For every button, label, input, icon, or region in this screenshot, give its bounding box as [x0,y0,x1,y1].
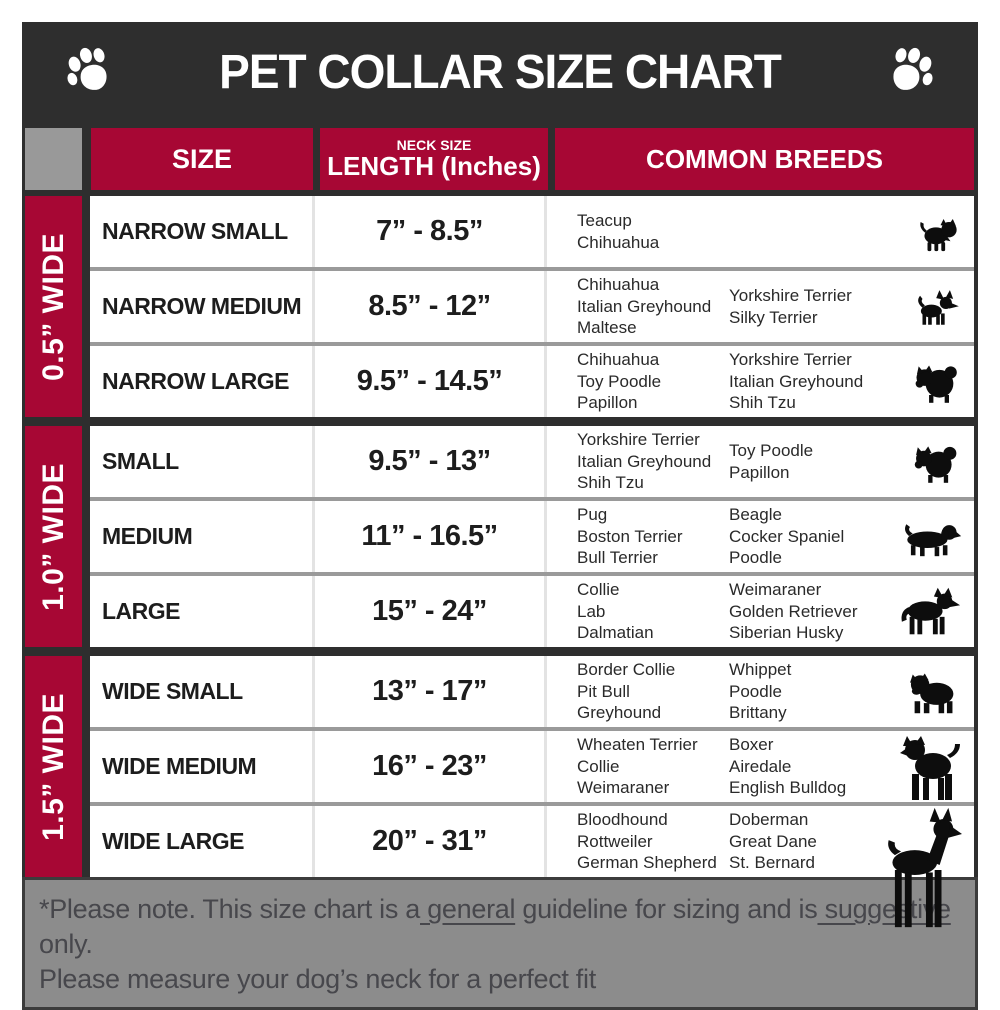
neck-range-cell: 8.5” - 12” [315,271,547,342]
breeds-cell: Collie Lab Dalmatian Weimaraner Golden R… [547,576,974,647]
table-row: NARROW LARGE 9.5” - 14.5” Chihuahua Toy … [90,342,974,417]
column-header-neck-length: NECK SIZE LENGTH (Inches) [320,128,548,190]
breeds-list: Boxer Airedale English Bulldog [729,734,847,798]
beagle-icon [900,516,962,558]
size-cell: LARGE [90,576,315,647]
neck-range-cell: 9.5” - 14.5” [315,346,547,417]
neck-range-cell: 16” - 23” [315,731,547,802]
breeds-cell: Chihuahua Italian Greyhound Maltese York… [547,271,974,342]
group-width-bar: 0.5” WIDE [25,196,82,417]
group-0-5-wide: 0.5” WIDE NARROW SMALL 7” - 8.5” Teacup … [22,196,978,417]
size-cell: WIDE LARGE [90,806,315,877]
neck-range-cell: 20” - 31” [315,806,547,877]
column-header-size: SIZE [91,128,313,190]
pitbull-icon [900,726,962,808]
group-width-bar: 1.0” WIDE [25,426,82,647]
table-row: SMALL 9.5” - 13” Yorkshire Terrier Itali… [90,426,974,497]
size-cell: NARROW MEDIUM [90,271,315,342]
table-row: WIDE SMALL 13” - 17” Border Collie Pit B… [90,656,974,727]
breeds-list: Border Collie Pit Bull Greyhound [577,659,676,723]
length-inches-label: LENGTH (Inches) [327,150,541,181]
note-line-2: Please measure your dog’s neck for a per… [39,964,596,995]
group-1-0-wide: 1.0” WIDE SMALL 9.5” - 13” Yorkshire Ter… [22,426,978,647]
pet-collar-size-chart: PET COLLAR SIZE CHART SIZE NECK SIZE LEN… [22,22,978,1010]
table-row: WIDE LARGE 20” - 31” Bloodhound Rottweil… [90,802,974,928]
breeds-cell: Bloodhound Rottweiler German Shepherd Do… [547,806,974,928]
neck-size-label: NECK SIZE [396,137,472,153]
table-body: 0.5” WIDE NARROW SMALL 7” - 8.5” Teacup … [22,196,978,928]
note-underlined-general: general [420,894,516,924]
size-cell: SMALL [90,426,315,497]
yorkie-icon [916,212,962,252]
breeds-list: Toy Poodle Papillon [729,440,814,482]
group-width-label: 1.0” WIDE [36,462,70,611]
paw-icon [67,47,107,90]
breeds-list: Teacup Chihuahua [577,210,660,252]
table-row: LARGE 15” - 24” Collie Lab Dalmatian Wei… [90,572,974,647]
pomeranian-icon [910,359,962,405]
breeds-list: Whippet Poodle Brittany [729,659,792,723]
note-segment: only. [39,894,958,960]
breeds-list: Weimaraner Golden Retriever Siberian Hus… [729,579,858,643]
doberman-icon [880,807,962,933]
breeds-list: Doberman Great Dane St. Bernard [729,809,817,873]
breeds-list: Chihuahua Italian Greyhound Maltese [577,274,712,338]
toy-poodle-icon [910,439,962,485]
paw-icon [893,47,933,90]
breeds-list: Chihuahua Toy Poodle Papillon [577,349,662,413]
table-row: MEDIUM 11” - 16.5” Pug Boston Terrier Bu… [90,497,974,572]
shepherd-icon [898,585,962,639]
size-cell: MEDIUM [90,501,315,572]
table-row: NARROW SMALL 7” - 8.5” Teacup Chihuahua [90,196,974,267]
breeds-cell: Border Collie Pit Bull Greyhound Whippet… [547,656,974,727]
page-title: PET COLLAR SIZE CHART [219,43,782,99]
breeds-list: Wheaten Terrier Collie Weimaraner [577,734,698,798]
breeds-cell: Yorkshire Terrier Italian Greyhound Shih… [547,426,974,497]
bulldog-icon [906,668,962,716]
note-segment: *Please note. This size chart is a [39,894,420,924]
breeds-cell: Teacup Chihuahua [547,196,974,267]
breeds-list: Collie Lab Dalmatian [577,579,654,643]
neck-range-cell: 7” - 8.5” [315,196,547,267]
breeds-list: Yorkshire Terrier Italian Greyhound Shih… [577,429,712,493]
size-cell: WIDE MEDIUM [90,731,315,802]
chihuahua-icon [912,286,962,328]
group-width-label: 1.5” WIDE [36,692,70,841]
breeds-list: Pug Boston Terrier Bull Terrier [577,504,683,568]
breeds-cell: Wheaten Terrier Collie Weimaraner Boxer … [547,731,974,802]
neck-range-cell: 11” - 16.5” [315,501,547,572]
neck-range-cell: 9.5” - 13” [315,426,547,497]
breeds-cell: Chihuahua Toy Poodle Papillon Yorkshire … [547,346,974,417]
size-cell: WIDE SMALL [90,656,315,727]
breeds-cell: Pug Boston Terrier Bull Terrier Beagle C… [547,501,974,572]
group-1-5-wide: 1.5” WIDE WIDE SMALL 13” - 17” Border Co… [22,656,978,928]
note-segment: guideline for sizing and is [515,894,818,924]
group-width-label: 0.5” WIDE [36,232,70,381]
table-header: SIZE NECK SIZE LENGTH (Inches) COMMON BR… [22,120,978,196]
breeds-list: Bloodhound Rottweiler German Shepherd [577,809,717,873]
note-line-1: *Please note. This size chart is a gener… [39,892,961,962]
breeds-list: Yorkshire Terrier Italian Greyhound Shih… [729,349,864,413]
size-cell: NARROW SMALL [90,196,315,267]
title-bar: PET COLLAR SIZE CHART [22,22,978,120]
group-width-bar: 1.5” WIDE [25,656,82,877]
neck-range-cell: 15” - 24” [315,576,547,647]
corner-cell [25,128,82,190]
size-cell: NARROW LARGE [90,346,315,417]
table-row: NARROW MEDIUM 8.5” - 12” Chihuahua Itali… [90,267,974,342]
column-header-common-breeds: COMMON BREEDS [555,128,974,190]
breeds-list: Beagle Cocker Spaniel Poodle [729,504,845,568]
breeds-list: Yorkshire Terrier Silky Terrier [729,285,852,327]
neck-range-cell: 13” - 17” [315,656,547,727]
footer-note: *Please note. This size chart is a gener… [22,877,978,1010]
table-row: WIDE MEDIUM 16” - 23” Wheaten Terrier Co… [90,727,974,802]
